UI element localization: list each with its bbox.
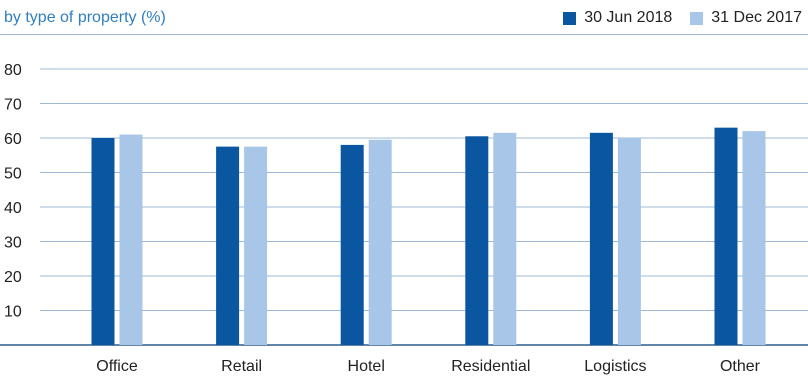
bar-hotel-series-1	[340, 144, 364, 345]
y-tick-label: 40	[4, 200, 22, 217]
x-tick-label: Logistics	[584, 358, 646, 375]
legend-swatch-series-1	[563, 11, 577, 25]
y-tick-label: 70	[4, 97, 22, 114]
chart-subtitle: by type of property (%)	[4, 9, 166, 26]
legend-swatch-series-2	[690, 11, 704, 25]
x-tick-label: Residential	[451, 358, 530, 375]
bar-retail-series-1	[216, 146, 240, 345]
header-rule	[0, 34, 808, 35]
bar-residential-series-2	[493, 132, 517, 345]
bar-other-series-2	[742, 131, 766, 345]
y-tick-label: 30	[4, 235, 22, 252]
bar-retail-series-2	[244, 146, 268, 345]
legend-item-series-1: 30 Jun 2018	[563, 9, 672, 27]
legend-label-series-1: 30 Jun 2018	[584, 9, 673, 26]
y-tick-label: 10	[4, 304, 22, 321]
x-tick-label: Retail	[221, 358, 262, 375]
bar-office-series-2	[119, 134, 143, 345]
y-tick-label: 50	[4, 166, 22, 183]
x-tick-label: Hotel	[348, 358, 385, 375]
legend: 30 Jun 2018 31 Dec 2017	[545, 9, 802, 27]
bar-residential-series-1	[465, 136, 489, 345]
legend-label-series-2: 31 Dec 2017	[711, 9, 802, 26]
bar-logistics-series-2	[617, 138, 641, 345]
y-tick-label: 20	[4, 269, 22, 286]
bar-hotel-series-2	[368, 139, 392, 345]
x-tick-label: Other	[720, 358, 761, 375]
x-tick-label: Office	[96, 358, 138, 375]
legend-item-series-2: 31 Dec 2017	[690, 9, 802, 27]
bar-logistics-series-1	[589, 132, 613, 345]
y-tick-label: 80	[4, 62, 22, 79]
bar-other-series-1	[714, 127, 738, 346]
bar-office-series-1	[91, 138, 115, 345]
y-tick-label: 60	[4, 131, 22, 148]
